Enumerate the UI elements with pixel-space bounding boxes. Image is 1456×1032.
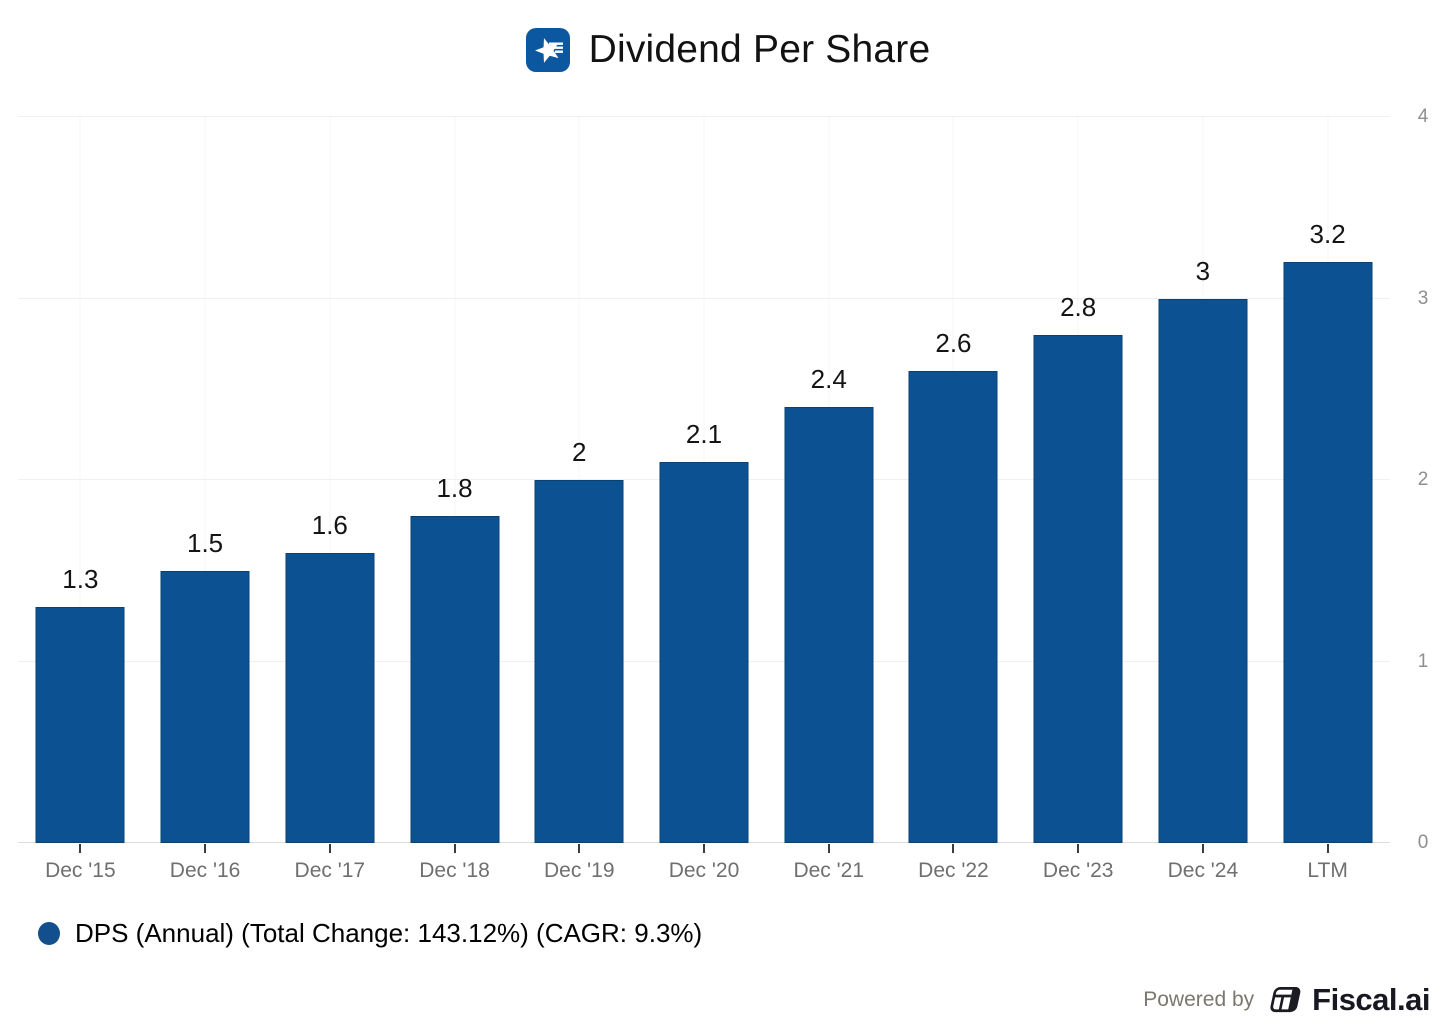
x-axis-category: Dec '16	[143, 843, 268, 889]
bar[interactable]	[908, 371, 998, 843]
bar[interactable]	[35, 607, 125, 843]
y-axis: 0 1 2 3 4	[1392, 106, 1454, 853]
x-axis-tick	[204, 844, 207, 853]
vertical-gridline	[454, 117, 456, 843]
x-axis-tick	[1201, 844, 1204, 853]
legend: DPS (Annual) (Total Change: 143.12%) (CA…	[38, 918, 702, 949]
bar-column: 2	[517, 117, 642, 843]
x-axis-tick	[1077, 844, 1080, 853]
bar-column: 2.6	[891, 117, 1016, 843]
y-axis-label: 2	[1417, 469, 1429, 490]
x-axis-category: Dec '21	[766, 843, 891, 889]
bar-value-label: 2.4	[810, 364, 847, 395]
bar[interactable]	[534, 480, 624, 843]
x-axis-label: LTM	[1307, 859, 1348, 882]
chart-header: Dividend Per Share	[0, 28, 1456, 72]
legend-item-dps[interactable]: DPS (Annual) (Total Change: 143.12%) (CA…	[38, 918, 702, 949]
y-axis-label: 3	[1417, 287, 1429, 309]
x-axis-category: Dec '15	[18, 843, 143, 889]
x-axis-category: Dec '17	[267, 843, 392, 889]
bar-column: 2.4	[766, 117, 891, 843]
plot-area: 1.3 1.5 1.6 1.8 2 2.1 2.4 2.6 2.8 3 3.2	[18, 116, 1390, 843]
x-axis-tick	[578, 844, 581, 853]
bar-column: 1.6	[267, 117, 392, 843]
vertical-gridline	[329, 117, 331, 843]
bar-column: 2.8	[1016, 117, 1141, 843]
x-axis-label: Dec '23	[1042, 859, 1114, 882]
x-axis-label: Dec '20	[668, 859, 740, 882]
powered-by-text: Powered by	[1143, 988, 1255, 1011]
bar[interactable]	[160, 570, 250, 843]
y-axis-label: 4	[1417, 106, 1429, 127]
vertical-gridline	[204, 117, 206, 843]
x-axis-category: Dec '19	[517, 843, 642, 889]
x-axis-category: Dec '22	[891, 843, 1016, 889]
bar-column: 1.5	[143, 117, 268, 843]
x-axis-category: LTM	[1265, 843, 1390, 889]
y-axis-label: 1	[1417, 650, 1429, 672]
bar-value-label: 2.6	[935, 328, 972, 359]
bar[interactable]	[1283, 262, 1373, 843]
bar-value-label: 2.1	[685, 418, 723, 449]
star-icon	[534, 38, 563, 63]
x-axis-label: Dec '16	[169, 859, 241, 882]
legend-label: DPS (Annual) (Total Change: 143.12%) (CA…	[75, 918, 703, 948]
bar[interactable]	[1158, 298, 1248, 843]
bar-column: 3	[1141, 117, 1266, 843]
bar-value-label: 2.8	[1060, 291, 1097, 322]
x-axis-label: Dec '19	[543, 859, 615, 882]
legend-marker-icon	[38, 922, 60, 945]
x-axis-tick	[702, 844, 705, 853]
x-axis-category: Dec '23	[1016, 843, 1141, 889]
footer: Powered by Fiscal.ai	[1143, 982, 1430, 1018]
x-axis: Dec '15 Dec '16 Dec '17 Dec '18 Dec '19 Dec '…	[18, 843, 1390, 889]
x-axis-tick	[952, 844, 955, 853]
y-axis-label: 0	[1417, 832, 1429, 853]
x-axis-tick	[79, 844, 82, 853]
x-axis-label: Dec '22	[918, 859, 989, 882]
bar[interactable]	[1033, 334, 1123, 843]
bar-value-label: 2	[572, 437, 587, 467]
x-axis-tick	[453, 844, 456, 853]
x-axis-category: Dec '20	[642, 843, 767, 889]
gridline-y-4	[18, 116, 1390, 117]
bar[interactable]	[784, 407, 874, 843]
bar-column: 1.3	[18, 117, 143, 843]
vertical-gridline	[79, 117, 81, 843]
bar-column: 3.2	[1265, 117, 1390, 843]
blue-star-badge-icon	[525, 28, 570, 72]
x-axis-tick	[328, 844, 331, 853]
x-axis-tick	[827, 844, 830, 853]
bar-value-label: 1.3	[62, 564, 99, 594]
x-axis-label: Dec '18	[419, 859, 490, 882]
bar-value-label: 3.2	[1309, 219, 1346, 250]
x-axis-label: Dec '17	[294, 859, 366, 882]
bar-column: 1.8	[392, 117, 517, 843]
bar[interactable]	[659, 461, 749, 843]
bar-value-label: 1.8	[436, 473, 473, 504]
x-axis-label: Dec '15	[45, 859, 116, 882]
x-axis-tick	[1326, 844, 1329, 853]
bar-value-label: 3	[1195, 255, 1211, 286]
bar[interactable]	[410, 516, 500, 843]
brand-name[interactable]: Fiscal.ai	[1312, 982, 1430, 1017]
x-axis-label: Dec '24	[1167, 859, 1239, 882]
bar-column: 2.1	[642, 117, 767, 843]
x-axis-label: Dec '21	[793, 859, 864, 882]
page-title: Dividend Per Share	[588, 28, 931, 71]
x-axis-category: Dec '18	[392, 843, 517, 889]
fiscal-ai-logo-icon	[1270, 987, 1301, 1013]
x-axis-category: Dec '24	[1141, 843, 1266, 889]
bar[interactable]	[285, 552, 375, 843]
bar-value-label: 1.5	[187, 527, 224, 558]
bar-value-label: 1.6	[311, 509, 348, 540]
